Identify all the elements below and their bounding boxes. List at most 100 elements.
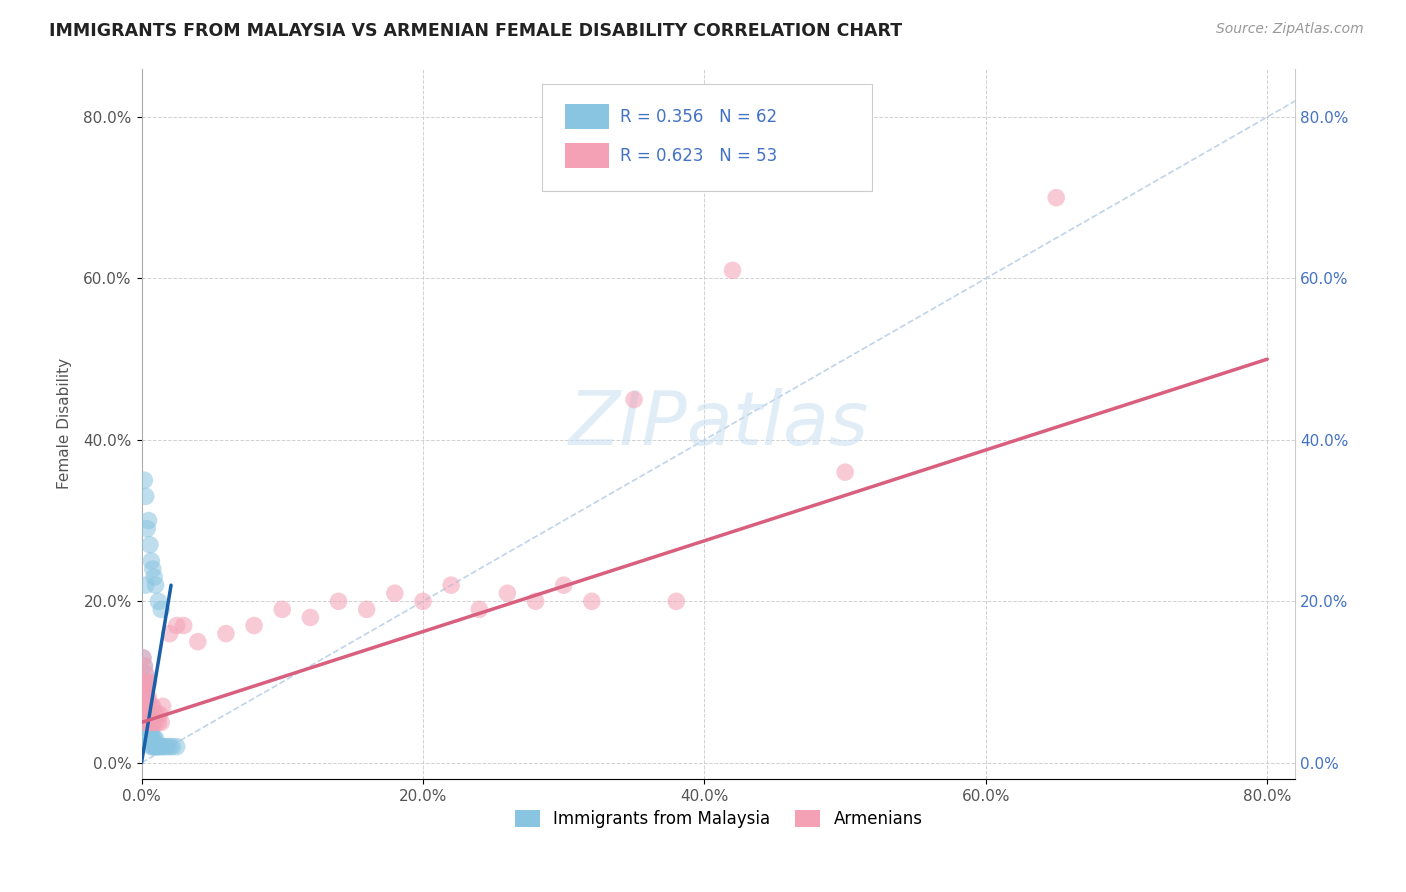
Point — [134, 715, 156, 730]
Point — [139, 715, 162, 730]
Point — [143, 570, 166, 584]
Point — [132, 707, 155, 722]
Point — [134, 473, 156, 487]
Point — [138, 675, 160, 690]
Point — [440, 578, 463, 592]
Text: R = 0.356   N = 62: R = 0.356 N = 62 — [620, 108, 778, 126]
Point — [141, 731, 163, 746]
Point — [553, 578, 575, 592]
Point — [328, 594, 350, 608]
Point — [146, 707, 169, 722]
Point — [173, 618, 195, 632]
Point — [145, 731, 167, 746]
Point — [384, 586, 406, 600]
Point — [139, 731, 162, 746]
Point — [141, 723, 163, 738]
Point — [135, 699, 157, 714]
Point — [136, 723, 159, 738]
Text: Source: ZipAtlas.com: Source: ZipAtlas.com — [1216, 22, 1364, 37]
Point — [136, 522, 159, 536]
Point — [150, 715, 173, 730]
Point — [665, 594, 688, 608]
Point — [138, 723, 160, 738]
Point — [142, 562, 165, 576]
Point — [166, 739, 188, 754]
Point — [132, 675, 155, 690]
Point — [135, 691, 157, 706]
Point — [134, 715, 156, 730]
Point — [138, 691, 160, 706]
Point — [412, 594, 434, 608]
Point — [136, 707, 159, 722]
Point — [132, 691, 155, 706]
Point — [142, 699, 165, 714]
Point — [581, 594, 603, 608]
Point — [138, 707, 160, 722]
FancyBboxPatch shape — [541, 84, 872, 192]
Point — [496, 586, 519, 600]
Point — [135, 683, 157, 698]
Point — [149, 707, 172, 722]
Legend: Immigrants from Malaysia, Armenians: Immigrants from Malaysia, Armenians — [508, 803, 929, 835]
Point — [141, 554, 163, 568]
Point — [721, 263, 744, 277]
Point — [356, 602, 378, 616]
Point — [136, 675, 159, 690]
Point — [524, 594, 547, 608]
Point — [148, 739, 170, 754]
Point — [834, 465, 856, 479]
Point — [132, 675, 155, 690]
FancyBboxPatch shape — [565, 104, 609, 129]
Point — [136, 691, 159, 706]
Point — [468, 602, 491, 616]
Point — [152, 739, 174, 754]
Point — [134, 675, 156, 690]
Point — [135, 723, 157, 738]
Y-axis label: Female Disability: Female Disability — [58, 359, 72, 490]
Point — [134, 691, 156, 706]
Point — [132, 691, 155, 706]
Point — [135, 578, 157, 592]
Point — [143, 731, 166, 746]
Point — [134, 659, 156, 673]
Point — [138, 731, 160, 746]
Point — [159, 739, 181, 754]
Point — [142, 715, 165, 730]
Point — [148, 594, 170, 608]
Point — [143, 707, 166, 722]
Point — [135, 699, 157, 714]
Point — [136, 731, 159, 746]
Point — [135, 489, 157, 503]
Point — [139, 699, 162, 714]
Point — [141, 715, 163, 730]
Point — [159, 626, 181, 640]
Point — [142, 739, 165, 754]
Point — [134, 723, 156, 738]
Point — [156, 739, 179, 754]
Point — [136, 715, 159, 730]
Point — [135, 667, 157, 681]
Point — [142, 731, 165, 746]
Point — [135, 667, 157, 681]
Text: ZIPatlas: ZIPatlas — [568, 388, 869, 459]
Point — [132, 650, 155, 665]
Point — [132, 650, 155, 665]
Point — [135, 715, 157, 730]
Point — [149, 739, 172, 754]
Point — [135, 715, 157, 730]
Point — [145, 715, 167, 730]
Point — [138, 514, 160, 528]
Point — [139, 723, 162, 738]
Point — [271, 602, 294, 616]
Point — [143, 739, 166, 754]
Point — [152, 699, 174, 714]
Point — [138, 715, 160, 730]
Point — [134, 699, 156, 714]
Point — [132, 715, 155, 730]
Point — [134, 659, 156, 673]
Point — [141, 699, 163, 714]
Point — [134, 683, 156, 698]
Text: R = 0.623   N = 53: R = 0.623 N = 53 — [620, 147, 778, 165]
Point — [153, 739, 176, 754]
FancyBboxPatch shape — [565, 143, 609, 168]
